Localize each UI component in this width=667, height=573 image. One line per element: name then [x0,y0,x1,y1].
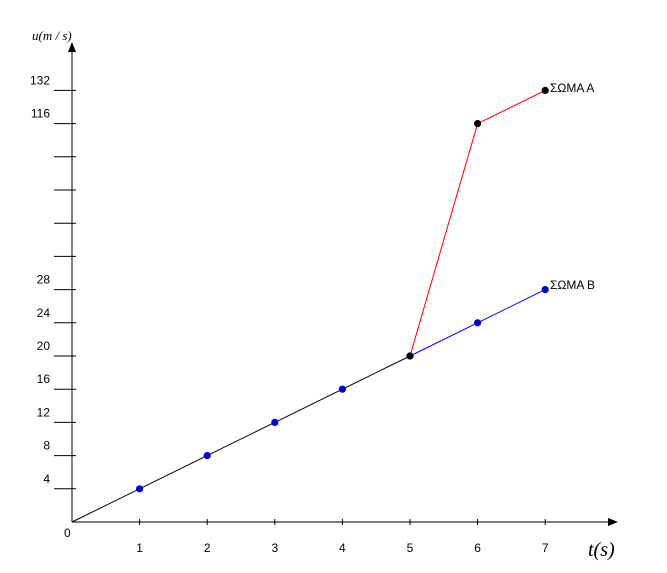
y-tick-label: 8 [43,439,50,453]
series-label-soma-b: ΣΩΜΑ Β [550,278,595,292]
series-line-0 [409,89,546,357]
data-point [203,452,211,460]
y-axis-label: u(m / s) [32,28,72,43]
x-tick-label: 4 [339,541,346,555]
y-tick-label: 28 [37,273,51,287]
y-tick-label: 116 [31,107,50,121]
x-tick-label: 7 [542,541,549,555]
y-tick-label: 20 [37,339,51,353]
x-tick-label: 3 [271,541,278,555]
data-point [338,385,346,393]
x-axis-arrow [608,518,618,526]
y-tick-label: 24 [37,306,51,320]
data-point [136,485,144,493]
series-points [136,86,549,493]
labels: u(m / s) t(s) 0 ΣΩΜΑ Α ΣΩΜΑ Β [32,28,615,561]
data-point [406,352,414,360]
data-point [271,418,279,426]
data-point [541,86,549,94]
series-lines [71,89,546,523]
x-axis-ticks: 1 2 3 4 5 6 7 [136,519,549,555]
data-point [474,319,482,327]
series-label-soma-a: ΣΩΜΑ Α [550,81,594,95]
y-tick-label: 4 [43,472,50,486]
origin-label: 0 [64,526,71,540]
x-tick-label: 1 [136,541,143,555]
y-axis-ticks: 4 8 12 16 20 24 28 116 132 [30,73,76,490]
series-line-2 [71,355,411,523]
x-tick-label: 5 [407,541,414,555]
y-tick-label: 132 [30,73,50,87]
y-axis-arrow [68,42,76,52]
data-point [541,286,549,294]
axes [68,42,618,526]
data-point [474,120,482,128]
x-axis-label: t(s) [588,539,615,561]
x-tick-label: 6 [474,541,481,555]
y-tick-label: 12 [37,405,51,419]
x-tick-label: 2 [204,541,211,555]
y-tick-label: 16 [37,372,51,386]
